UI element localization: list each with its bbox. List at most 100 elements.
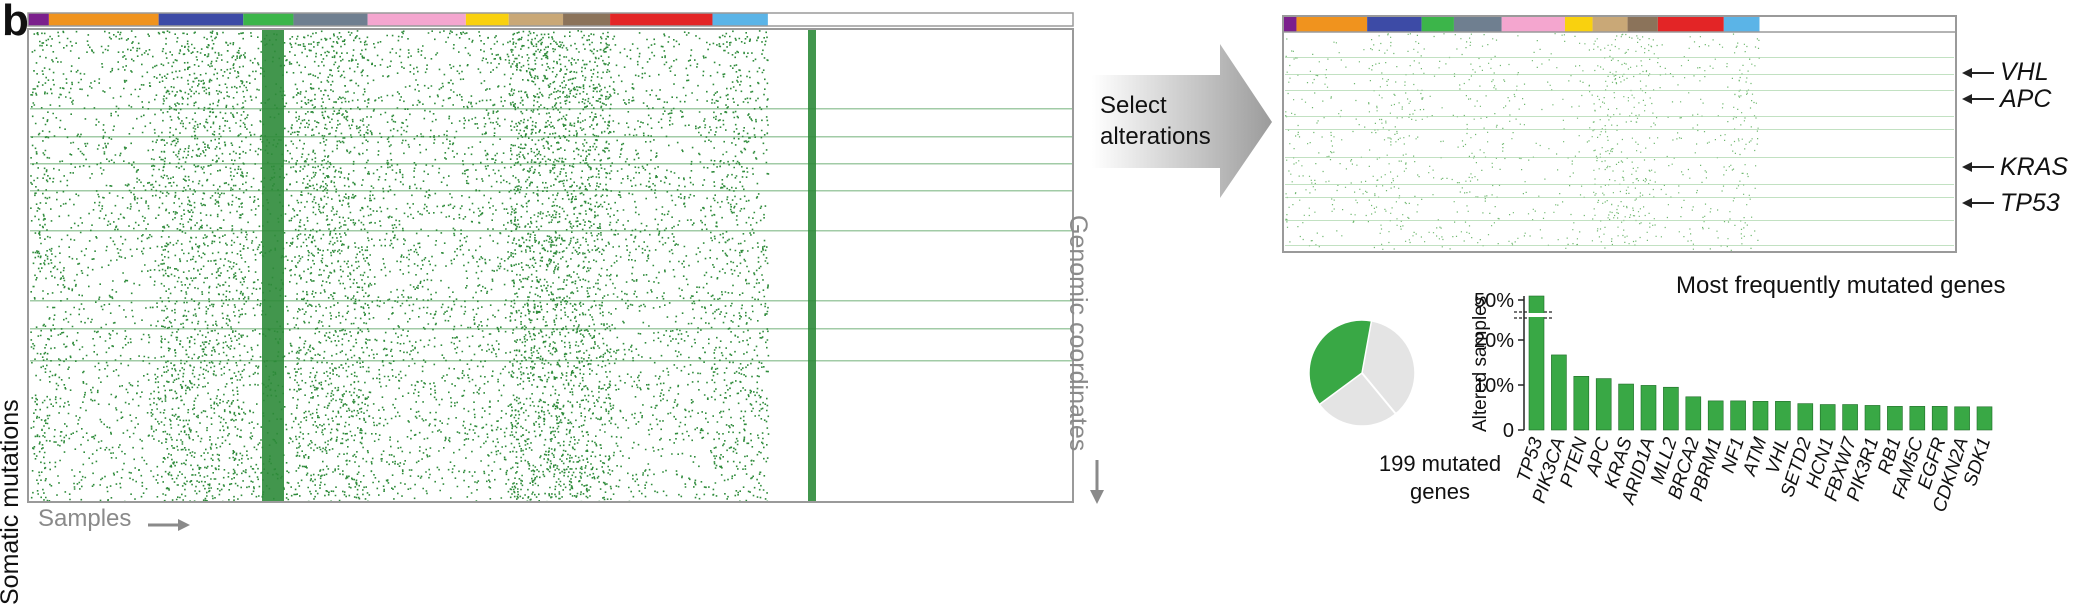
gene-label-kras: KRAS [2000, 153, 2069, 181]
selected-gene-row-5 [1285, 157, 1954, 158]
dense-sample-column-0 [262, 30, 284, 501]
tumor-type-segment-2 [1367, 16, 1422, 32]
recurrent-mutation-row-4 [30, 230, 1072, 232]
bar-PBRM1 [1707, 400, 1724, 431]
tumor-type-segment-5 [367, 13, 466, 26]
tumor-type-segment-0 [1283, 16, 1297, 32]
chart-title: Most frequently mutated genes [1676, 272, 2006, 299]
recurrent-mutation-row-7 [30, 360, 1072, 362]
bar-ATM [1752, 401, 1769, 431]
mutated-genes-pie [1308, 319, 1416, 427]
tumor-type-segment-6 [465, 13, 509, 26]
genomic-coordinates-label: Genomic coordinates [1064, 215, 1092, 452]
tumor-type-segment-8 [1627, 16, 1658, 32]
gene-arrows [1962, 68, 1994, 208]
y-tick-label-3: 50% [1474, 290, 1514, 312]
tumor-type-segment-3 [1421, 16, 1454, 32]
tumor-type-segment-4 [293, 13, 368, 26]
tumor-type-segment-10 [712, 13, 768, 26]
recurrent-mutation-row-1 [30, 136, 1072, 138]
tumor-type-segment-6 [1564, 16, 1593, 32]
selected-gene-row-8 [1285, 220, 1954, 221]
tumor-type-segment-1 [48, 13, 159, 26]
tumor-type-segment-10 [1723, 16, 1760, 32]
bar-CDKN2A [1954, 406, 1970, 431]
bar-VHL [1775, 401, 1791, 431]
right-mutation-dots [1285, 33, 1760, 251]
bar-TP53 [1528, 295, 1545, 431]
tumor-type-segment-9 [610, 13, 713, 26]
selected-gene-row-2 [1285, 90, 1954, 91]
gene-label-vhl: VHL [2000, 58, 2049, 86]
left-mutation-heatmap: 010%20%50%Altered samplesTP53PIK3CAPTENA… [27, 12, 1995, 531]
selected-gene-row-1 [1285, 74, 1954, 75]
tumor-type-segment-8 [563, 13, 611, 26]
left-mutation-dots [30, 30, 770, 503]
y-tick-label-1: 10% [1474, 375, 1514, 397]
y-axis-title: Altered samples [1470, 296, 1491, 432]
recurrent-mutation-row-6 [30, 328, 1072, 330]
panel-letter: b [2, 0, 29, 45]
bar-SDK1 [1976, 406, 1993, 431]
bar-FAM5C [1909, 406, 1926, 431]
tumor-type-segment-5 [1501, 16, 1565, 32]
bar-PIK3CA [1551, 354, 1567, 431]
select-label-line2: alterations [1100, 123, 1211, 150]
pie-divider [1361, 372, 1397, 415]
recurrent-mutation-row-2 [30, 163, 1072, 165]
bar-BRCA2 [1685, 396, 1702, 431]
selected-gene-row-9 [1285, 245, 1954, 246]
selected-gene-row-7 [1285, 197, 1954, 198]
tumor-type-segment-0 [28, 13, 49, 26]
tumor-type-segment-3 [243, 13, 294, 26]
left-heatmap-frame [27, 28, 1074, 503]
recurrent-mutation-row-5 [30, 300, 1072, 302]
bar-MLL2 [1663, 386, 1679, 431]
dense-sample-column-1 [808, 30, 816, 501]
bar-EGFR [1931, 406, 1948, 431]
selected-gene-row-6 [1285, 184, 1954, 185]
bar-HCN1 [1819, 404, 1836, 431]
select-alterations-arrow [1092, 44, 1272, 198]
left-heatmap-dots [30, 30, 1072, 503]
select-label-line1: Select [1100, 92, 1167, 119]
bar-FBXW7 [1842, 404, 1858, 431]
frequently-mutated-genes-bar-chart: 010%20%50%Altered samplesTP53PIK3CAPTENA… [1470, 290, 1995, 515]
tumor-type-segment-7 [508, 13, 564, 26]
bar-PIK3R1 [1864, 405, 1881, 431]
gene-label-apc: APC [2000, 85, 2052, 113]
gene-label-tp53: TP53 [2000, 189, 2060, 217]
genomic-arrow-head [1090, 490, 1104, 504]
recurrent-mutation-row-3 [30, 190, 1072, 192]
bar-SETD2 [1797, 403, 1814, 431]
y-tick-label-2: 20% [1474, 330, 1514, 352]
right-heatmap-dots [1285, 33, 1954, 251]
pie-slice-highlight [1308, 319, 1373, 406]
tumor-type-segment-2 [158, 13, 244, 26]
samples-axis-label: Samples [38, 505, 132, 532]
selected-gene-row-0 [1285, 57, 1954, 58]
tumor-type-segment-1 [1296, 16, 1368, 32]
select-alterations-label: Select alterations [1100, 90, 1211, 152]
selected-gene-row-4 [1285, 129, 1954, 130]
right-heatmap-frame [1282, 15, 1957, 253]
left-tumor-type-colorbar [27, 12, 1074, 27]
pie-caption-line2: genes [1410, 479, 1470, 504]
bar-PTEN [1573, 376, 1590, 431]
somatic-mutations-axis-label: Somatic mutations [0, 399, 24, 605]
pie-caption-line1: 199 mutated [1378, 451, 1502, 476]
bar-RB1 [1887, 406, 1903, 431]
bar-break-gap [1527, 313, 1547, 317]
recurrent-mutation-row-0 [30, 108, 1072, 110]
samples-arrow-head [178, 519, 190, 531]
tumor-type-segment-9 [1657, 16, 1724, 32]
right-tumor-type-colorbar [1282, 15, 1957, 33]
bar-NF1 [1730, 400, 1746, 431]
selected-gene-row-3 [1285, 116, 1954, 117]
y-tick-label-0: 0 [1503, 420, 1514, 442]
pie-caption: 199 mutated genes [1350, 450, 1530, 506]
tumor-type-segment-4 [1453, 16, 1502, 32]
bar-ARID1A [1640, 385, 1657, 431]
bar-APC [1595, 378, 1612, 431]
bar-KRAS [1618, 383, 1634, 431]
